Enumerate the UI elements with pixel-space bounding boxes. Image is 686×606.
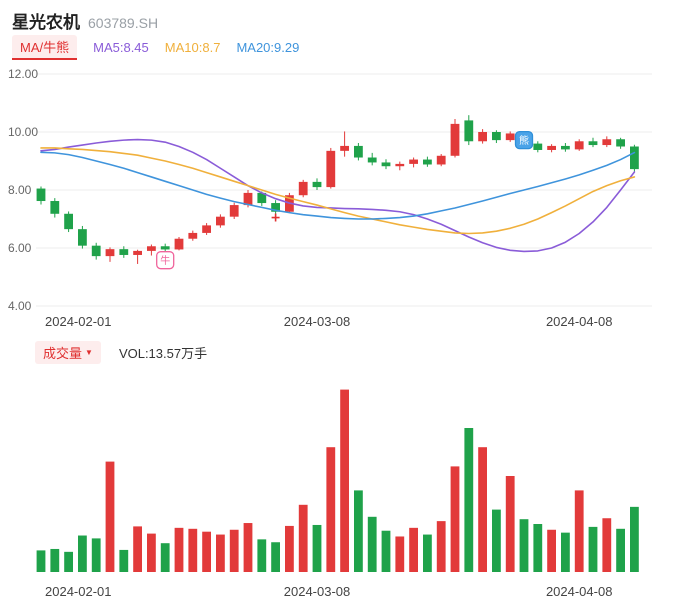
svg-text:2024-02-01: 2024-02-01 xyxy=(45,584,112,599)
bull-badge: 牛 xyxy=(156,251,175,270)
volume-chart[interactable]: 2024-02-01 2024-03-08 2024-04-08 xyxy=(0,370,686,606)
svg-text:8.00: 8.00 xyxy=(8,183,32,197)
stock-code: 603789.SH xyxy=(88,15,159,31)
volume-tab[interactable]: 成交量 ▼ xyxy=(35,341,101,364)
svg-text:6.00: 6.00 xyxy=(8,241,32,255)
svg-text:10.00: 10.00 xyxy=(8,125,38,139)
svg-text:2024-03-08: 2024-03-08 xyxy=(284,314,351,329)
stock-name: 星光农机 xyxy=(12,13,80,32)
plus-marker xyxy=(271,213,280,222)
svg-text:12.00: 12.00 xyxy=(8,67,38,81)
svg-text:牛: 牛 xyxy=(160,254,170,267)
header: 星光农机 603789.SH xyxy=(12,8,158,33)
ma20-legend: MA20:9.29 xyxy=(236,40,300,55)
candlestick-chart[interactable]: 12.00 10.00 8.00 6.00 4.00 牛 熊 2024-02-01 2024-0… xyxy=(0,60,686,336)
bear-badge: 熊 xyxy=(514,130,534,150)
svg-text:2024-04-08: 2024-04-08 xyxy=(546,584,613,599)
indicator-legend: MA/牛熊 MA5:8.45 MA10:8.7 MA20:9.29 xyxy=(12,35,299,60)
svg-text:2024-04-08: 2024-04-08 xyxy=(546,314,613,329)
volume-header: 成交量 ▼ VOL:13.57万手 xyxy=(35,341,207,364)
svg-text:熊: 熊 xyxy=(519,134,529,147)
svg-text:2024-03-08: 2024-03-08 xyxy=(284,584,351,599)
svg-text:4.00: 4.00 xyxy=(8,299,32,313)
chevron-down-icon: ▼ xyxy=(85,347,93,357)
ma-bull-bear-tab[interactable]: MA/牛熊 xyxy=(12,35,78,60)
ma5-legend: MA5:8.45 xyxy=(93,40,149,55)
volume-value: VOL:13.57万手 xyxy=(118,346,208,361)
volume-tab-label: 成交量 xyxy=(43,346,83,361)
ma10-legend: MA10:8.7 xyxy=(164,40,221,55)
svg-text:2024-02-01: 2024-02-01 xyxy=(45,314,112,329)
